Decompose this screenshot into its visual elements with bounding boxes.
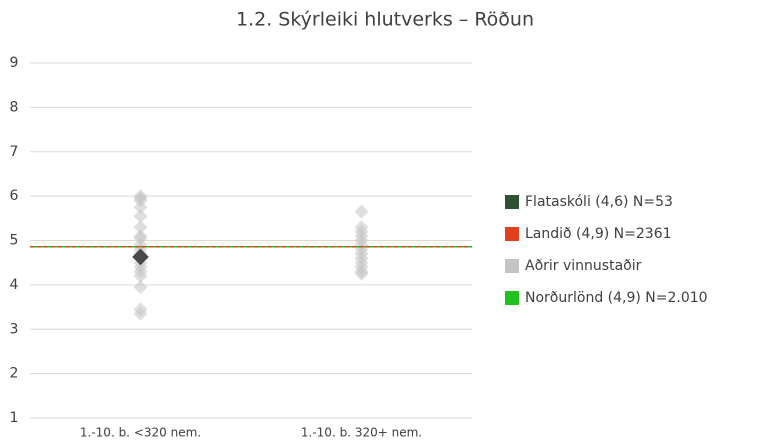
point: [133, 280, 148, 295]
y-tick-label: 1: [10, 410, 19, 426]
x-tick-label: 1.-10. b. <320 nem.: [80, 426, 201, 440]
x-tick-label: 1.-10. b. 320+ nem.: [301, 426, 422, 440]
legend-swatch: [505, 259, 519, 273]
legend-label: Flataskóli (4,6) N=53: [525, 194, 673, 210]
y-tick-label: 4: [10, 277, 19, 293]
legend-label: Norðurlönd (4,9) N=2.010: [525, 290, 708, 306]
legend-label: Landið (4,9) N=2361: [525, 226, 672, 242]
y-tick-label: 3: [10, 321, 19, 337]
point: [133, 269, 148, 283]
point: [132, 248, 149, 266]
point: [133, 200, 148, 215]
point: [133, 209, 148, 224]
y-tick-label: 2: [10, 366, 19, 382]
y-tick-label: 5: [10, 233, 19, 249]
point: [133, 220, 148, 235]
y-tick-label: 8: [10, 99, 19, 115]
point: [354, 266, 369, 281]
y-tick-label: 7: [10, 144, 19, 160]
point: [354, 204, 369, 219]
legend-label: Aðrir vinnustaðir: [525, 258, 642, 274]
point: [133, 306, 148, 321]
legend-swatch: [505, 291, 519, 305]
chart-title: 1.2. Skýrleiki hlutverks – Röðun: [236, 9, 534, 31]
y-tick-label: 6: [10, 188, 19, 204]
legend-swatch: [505, 227, 519, 241]
y-tick-label: 9: [10, 55, 19, 71]
legend-swatch: [505, 195, 519, 209]
